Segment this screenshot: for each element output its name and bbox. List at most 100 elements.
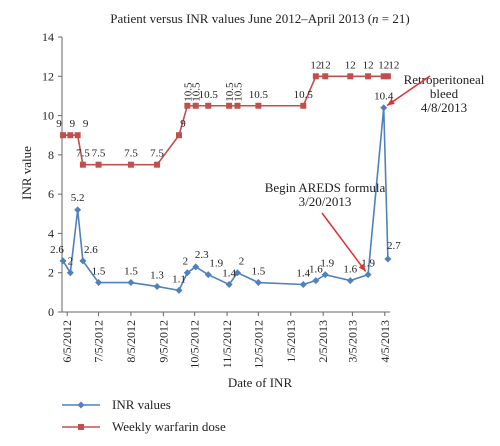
warfarin-data-label: 12 bbox=[310, 59, 321, 71]
inr-data-label: 1.5 bbox=[252, 266, 266, 278]
warfarin-point bbox=[154, 161, 161, 168]
warfarin-data-label: 10.5 bbox=[249, 89, 269, 101]
inr-point bbox=[95, 279, 103, 287]
inr-data-label: 1.5 bbox=[124, 266, 138, 278]
annotation-arrowhead bbox=[387, 98, 395, 106]
annotation-arrow bbox=[321, 212, 367, 272]
warfarin-point bbox=[184, 102, 191, 109]
inr-point bbox=[225, 281, 233, 288]
x-tick-label: 4/5/2013 bbox=[378, 320, 392, 363]
x-tick-label: 3/5/2013 bbox=[345, 320, 359, 363]
warfarin-data-label: 10.5 bbox=[191, 82, 203, 102]
warfarin-data-label: 12 bbox=[345, 59, 356, 71]
legend-warfarin-marker bbox=[78, 424, 84, 430]
y-tick-label: 10 bbox=[42, 109, 54, 123]
inr-point bbox=[254, 279, 262, 287]
axes: 0 2 4 6 8 10 12 14 6/5/2012 7/5/2012 8/5/2012 9/5/2… bbox=[42, 30, 392, 369]
inr-data-label: 1.6 bbox=[309, 264, 323, 276]
warfarin-point bbox=[300, 102, 307, 109]
warfarin-point bbox=[175, 132, 182, 139]
x-tick-label: 6/5/2012 bbox=[60, 320, 74, 363]
inr-data-label: 1.1 bbox=[172, 273, 186, 285]
data-labels: 2.625.22.61.5 1.5 1.3 1.122.31.91.421.5 1.41… bbox=[50, 59, 401, 285]
warfarin-point bbox=[60, 132, 67, 139]
series-layer bbox=[59, 73, 392, 294]
warfarin-data-label: 12 bbox=[388, 59, 399, 71]
x-tick-label: 10/5/2012 bbox=[188, 320, 202, 369]
inr-point bbox=[204, 271, 212, 279]
y-axis-title: INR value bbox=[19, 146, 34, 200]
warfarin-data-label: 12 bbox=[363, 59, 374, 71]
warfarin-data-label: 10.5 bbox=[182, 82, 194, 102]
legend-inr-marker bbox=[77, 401, 85, 409]
x-tick-label: 1/5/2013 bbox=[284, 320, 298, 363]
inr-data-label: 1.9 bbox=[320, 258, 334, 270]
inr-point bbox=[346, 277, 354, 285]
x-tick-label: 7/5/2012 bbox=[92, 320, 106, 363]
inr-data-label: 1.3 bbox=[150, 269, 164, 281]
warfarin-point bbox=[384, 73, 391, 80]
x-tick-label: 2/5/2013 bbox=[316, 320, 330, 363]
warfarin-point bbox=[365, 73, 372, 80]
inr-data-label: 1.9 bbox=[209, 258, 223, 270]
inr-data-label: 10.4 bbox=[374, 91, 394, 103]
inr-point bbox=[321, 271, 329, 279]
inr-data-label: 2.6 bbox=[50, 244, 64, 256]
inr-point bbox=[66, 269, 74, 277]
inr-point bbox=[384, 255, 392, 263]
inr-point bbox=[299, 281, 307, 288]
warfarin-point bbox=[312, 73, 319, 80]
inr-data-label: 1.6 bbox=[343, 264, 357, 276]
inr-data-label: 2.3 bbox=[195, 249, 209, 261]
x-tick-label: 8/5/2012 bbox=[124, 320, 138, 363]
warfarin-point bbox=[95, 161, 102, 168]
inr-data-label: 1.4 bbox=[296, 268, 310, 280]
warfarin-point bbox=[79, 161, 86, 168]
inr-point bbox=[312, 277, 320, 285]
inr-point bbox=[192, 263, 200, 271]
inr-data-label: 1.9 bbox=[361, 258, 375, 270]
warfarin-data-label: 10.5 bbox=[232, 82, 244, 102]
warfarin-data-label: 9 bbox=[56, 118, 62, 130]
y-tick-label: 14 bbox=[42, 30, 54, 44]
inr-data-label: 1.5 bbox=[92, 266, 106, 278]
x-tick-label: 12/5/2012 bbox=[251, 320, 265, 369]
inr-point bbox=[233, 269, 241, 277]
warfarin-point bbox=[67, 132, 74, 139]
chart-title: Patient versus INR values June 2012–Apri… bbox=[110, 11, 409, 26]
warfarin-point bbox=[255, 102, 262, 109]
warfarin-data-label: 9 bbox=[180, 118, 186, 130]
warfarin-data-label: 7.5 bbox=[150, 148, 164, 160]
inr-data-label: 2 bbox=[68, 256, 74, 268]
warfarin-data-label: 12 bbox=[378, 59, 389, 71]
inr-data-label: 2 bbox=[239, 256, 245, 268]
inr-data-label: 2 bbox=[183, 256, 189, 268]
warfarin-point bbox=[322, 73, 329, 80]
inr-data-label: 1.4 bbox=[222, 268, 236, 280]
annotation-arrowhead bbox=[358, 263, 366, 272]
warfarin-point bbox=[380, 73, 387, 80]
inr-data-label: 2.7 bbox=[387, 240, 401, 252]
warfarin-point bbox=[226, 102, 233, 109]
y-tick-label: 2 bbox=[48, 266, 54, 280]
warfarin-data-label: 9 bbox=[70, 118, 76, 130]
inr-point bbox=[127, 279, 135, 287]
x-tick-label: 9/5/2012 bbox=[156, 320, 170, 363]
legend: INR values Weekly warfarin dose bbox=[62, 397, 226, 434]
y-tick-label: 0 bbox=[48, 305, 54, 319]
annotation-text: Begin AREDS formula 3/20/2013 bbox=[265, 180, 386, 209]
inr-data-label: 5.2 bbox=[71, 192, 85, 204]
warfarin-data-label: 9 bbox=[83, 118, 89, 130]
y-tick-label: 6 bbox=[48, 187, 54, 201]
x-tick-label: 11/5/2012 bbox=[220, 320, 234, 368]
warfarin-data-label: 7.5 bbox=[92, 148, 106, 160]
legend-inr-label: INR values bbox=[112, 397, 171, 412]
warfarin-point bbox=[205, 102, 212, 109]
warfarin-point bbox=[192, 102, 199, 109]
inr-point bbox=[153, 282, 161, 290]
inr-point bbox=[380, 104, 388, 112]
warfarin-data-label: 10.5 bbox=[294, 89, 314, 101]
inr-point bbox=[364, 271, 372, 279]
